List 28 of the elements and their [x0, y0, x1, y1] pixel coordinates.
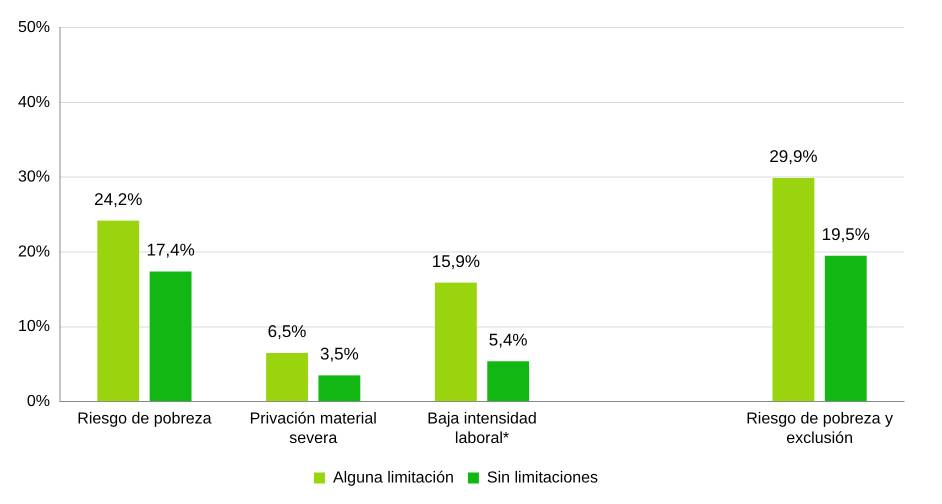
data-label: 29,9%: [769, 147, 818, 166]
bar: [772, 178, 814, 402]
bar: [318, 375, 360, 402]
bar: [434, 282, 477, 402]
x-tick-label: Privación material severa: [250, 410, 377, 447]
data-label: 5,4%: [488, 330, 528, 350]
bar: [487, 361, 530, 402]
y-tick-label: 40%: [18, 94, 50, 111]
data-label: 15,9%: [432, 252, 480, 271]
y-tick-label: 10%: [18, 318, 50, 336]
legend-label: Sin limitaciones: [486, 469, 598, 486]
y-tick-label: 30%: [18, 168, 50, 186]
legend-label: Alguna limitación: [332, 469, 454, 486]
data-label: 17,4%: [146, 240, 195, 260]
data-label: 19,5%: [822, 224, 870, 244]
bar: [97, 220, 140, 402]
bar: [266, 352, 308, 402]
y-tick-label: 50%: [18, 19, 50, 36]
data-label: 24,2%: [94, 190, 142, 209]
data-label: 6,5%: [268, 322, 306, 342]
y-tick-label: 0%: [26, 393, 50, 410]
x-tick-label: Baja intensidad laboral*: [427, 410, 537, 447]
data-label: 3,5%: [320, 344, 359, 364]
x-tick-label: Riesgo de pobreza: [77, 410, 212, 428]
x-tick-label: Riesgo de pobreza y exclusión: [746, 410, 893, 447]
bar: [150, 271, 192, 402]
bar: [824, 256, 867, 402]
y-tick-label: 20%: [18, 243, 50, 260]
